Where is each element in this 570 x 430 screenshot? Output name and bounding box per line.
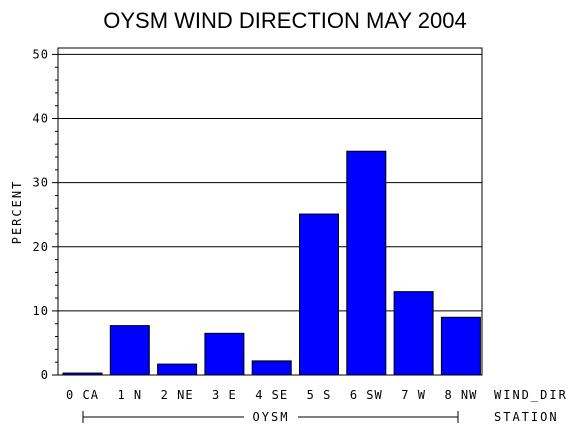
bar-4-se [251, 360, 292, 376]
x-tick-label: 8 NW [444, 388, 477, 402]
group-label-bg [244, 410, 298, 424]
x-tick-labels: 0 CA 1 N 2 NE 3 E 4 SE 5 S 6 SW 7 W 8 NW [66, 388, 477, 402]
bar-3-e [204, 332, 245, 376]
bar-8-nw [440, 316, 481, 376]
y-axis-label: PERCENT [10, 180, 24, 245]
y-tick-label: 50 [33, 47, 49, 61]
bar-1-n [109, 325, 150, 376]
x-tick-label: 3 E [212, 388, 237, 402]
y-tick-label: 40 [33, 112, 49, 126]
x-tick-label: 1 N [117, 388, 142, 402]
chart-title: OYSM WIND DIRECTION MAY 2004 [103, 8, 466, 33]
y-tick-label: 0 [41, 368, 49, 382]
group-bracket: OYSM [82, 410, 459, 424]
x-tick-label: 4 SE [255, 388, 288, 402]
x-tick-label: 2 NE [161, 388, 194, 402]
x-axis-label: WIND_DIR [494, 388, 568, 402]
bars [62, 150, 481, 376]
x-tick-label: 7 W [401, 388, 426, 402]
group-axis-label: STATION [494, 410, 559, 424]
group-label: OYSM [253, 410, 290, 424]
x-tick-label: 5 S [307, 388, 332, 402]
y-tick-label: 20 [33, 240, 49, 254]
bar-6-sw [346, 150, 387, 376]
bar-2-ne [157, 363, 198, 376]
y-tick-label: 30 [33, 176, 49, 190]
gridlines [58, 53, 482, 312]
bar-7-w [393, 291, 434, 376]
y-axis: 0 10 20 30 40 50 [33, 47, 58, 382]
plot-frame [57, 47, 483, 376]
x-tick-label: 6 SW [350, 388, 383, 402]
y-tick-label: 10 [33, 304, 49, 318]
x-tick-label: 0 CA [66, 388, 99, 402]
bar-5-s [299, 213, 339, 376]
